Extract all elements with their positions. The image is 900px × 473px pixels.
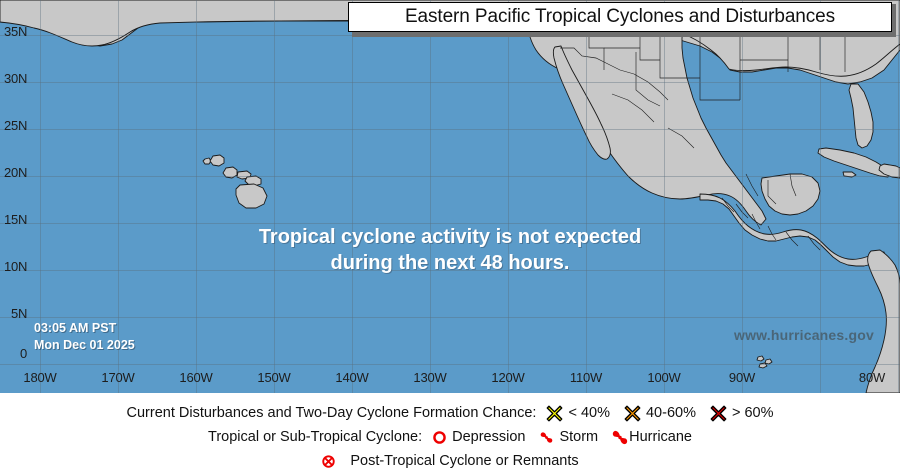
legend-label-chance-low: < 40%	[568, 405, 610, 421]
legend-entry-chance-medium: 40-60%	[624, 405, 696, 422]
lon-label-80w: 80W	[858, 370, 886, 385]
lat-label-10n: 10N	[4, 259, 28, 274]
legend-entry-depression: Depression	[432, 429, 525, 445]
timestamp-time: 03:05 AM PST	[34, 321, 117, 335]
lat-label-15n: 15N	[4, 212, 28, 227]
lon-label-130w: 130W	[413, 370, 447, 385]
lon-label-170w: 170W	[101, 370, 135, 385]
legend-caption-cyclone-types: Tropical or Sub-Tropical Cyclone:	[208, 429, 423, 445]
legend-label-chance-medium: 40-60%	[645, 405, 696, 421]
legend-label-depression: Depression	[452, 429, 526, 445]
legend: Current Disturbances and Two-Day Cyclone…	[0, 393, 900, 469]
legend-label-post-tropical: Post-Tropical Cyclone or Remnants	[350, 453, 579, 469]
legend-row-cyclone-types: Tropical or Sub-Tropical Cyclone: Depres…	[0, 425, 900, 449]
lon-label-90w: 90W	[728, 370, 756, 385]
legend-label-chance-high: > 60%	[731, 405, 774, 421]
lon-label-100w: 100W	[647, 370, 681, 385]
lat-label-5n: 5N	[11, 306, 28, 321]
tropical-storm-icon	[539, 429, 554, 446]
website-watermark: www.hurricanes.gov	[733, 327, 874, 343]
title-box: Eastern Pacific Tropical Cyclones and Di…	[348, 2, 892, 32]
lon-label-160w: 160W	[179, 370, 213, 385]
lat-label-35n: 35N	[4, 24, 28, 39]
page-title: Eastern Pacific Tropical Cyclones and Di…	[404, 6, 836, 27]
legend-label-hurricane: Hurricane	[629, 429, 692, 445]
timestamp: 03:05 AM PST Mon Dec 01 2025	[34, 320, 135, 354]
lat-label-20n: 20N	[4, 165, 28, 180]
legend-row-post-tropical: Post-Tropical Cyclone or Remnants	[0, 449, 900, 473]
legend-label-storm: Storm	[559, 429, 599, 445]
lat-label-0: 0	[20, 346, 28, 361]
timestamp-date: Mon Dec 01 2025	[34, 338, 135, 352]
lon-label-110w: 110W	[569, 370, 603, 385]
legend-entry-storm: Storm	[539, 429, 598, 446]
lon-label-150w: 150W	[257, 370, 291, 385]
lon-label-140w: 140W	[335, 370, 369, 385]
x-mark-icon	[546, 405, 563, 422]
circle-icon	[432, 430, 447, 445]
hurricane-icon	[612, 428, 628, 447]
x-mark-icon	[624, 405, 641, 422]
x-mark-icon	[710, 405, 727, 422]
legend-entry-post-tropical: Post-Tropical Cyclone or Remnants	[321, 453, 579, 469]
legend-entry-hurricane: Hurricane	[612, 428, 692, 447]
lat-label-30n: 30N	[4, 71, 28, 86]
lon-label-180w: 180W	[23, 370, 57, 385]
legend-entry-chance-high: > 60%	[710, 405, 774, 422]
lon-label-120w: 120W	[491, 370, 525, 385]
legend-entry-chance-low: < 40%	[546, 405, 610, 422]
map-canvas[interactable]: 35N 30N 25N 20N 15N 10N 5N 0 180W 170W 1…	[0, 0, 900, 393]
legend-caption-formation-chance: Current Disturbances and Two-Day Cyclone…	[126, 405, 537, 421]
circle-x-icon	[321, 454, 336, 469]
lat-label-25n: 25N	[4, 118, 28, 133]
legend-row-formation-chance: Current Disturbances and Two-Day Cyclone…	[0, 401, 900, 425]
